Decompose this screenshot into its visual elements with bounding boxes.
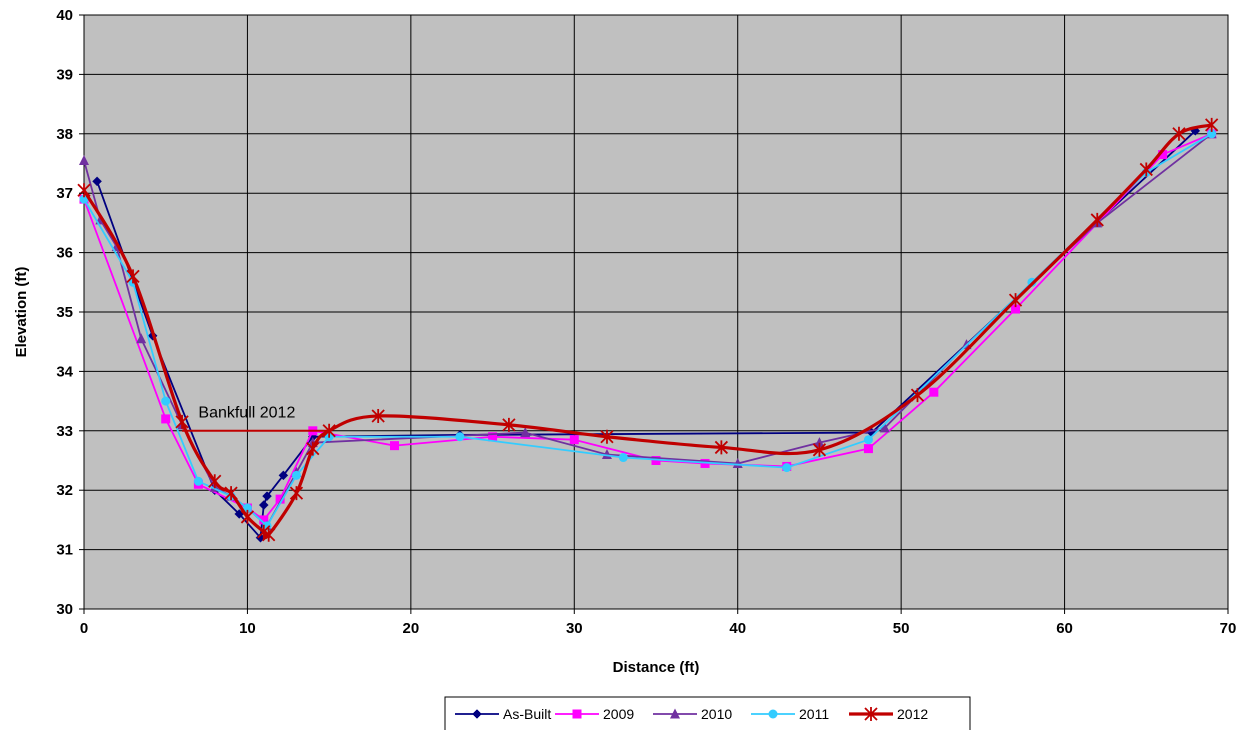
data-point-2009 — [1158, 150, 1168, 160]
data-point-as-built — [262, 491, 272, 501]
x-tick-label: 60 — [1056, 620, 1073, 637]
data-point-2012 — [910, 388, 925, 403]
data-point-2012 — [1090, 212, 1104, 227]
x-axis-title: Distance (ft) — [613, 659, 700, 676]
data-point-2011 — [618, 453, 628, 463]
bankfull-label: Bankfull 2012 — [198, 405, 295, 422]
legend-marker-2009 — [572, 709, 582, 719]
x-tick-label: 30 — [566, 620, 583, 637]
data-point-2012 — [126, 269, 140, 284]
x-tick-label: 20 — [403, 620, 420, 637]
data-point-2012 — [224, 486, 238, 501]
data-point-2012 — [371, 408, 385, 423]
y-axis-title: Elevation (ft) — [13, 267, 30, 358]
legend-marker-2011 — [768, 709, 778, 719]
data-point-2012 — [208, 474, 222, 489]
legend-marker-2012 — [864, 707, 878, 721]
data-point-2012 — [502, 417, 516, 432]
legend-label-2010: 2010 — [701, 706, 732, 722]
y-tick-label: 40 — [56, 7, 73, 24]
data-point-2012 — [1172, 126, 1186, 141]
x-tick-label: 40 — [729, 620, 746, 637]
legend-entry-2011: 2011 — [751, 706, 829, 722]
data-point-2009 — [863, 444, 873, 454]
data-point-2009 — [161, 414, 171, 424]
y-tick-label: 32 — [56, 482, 73, 499]
data-point-2009 — [929, 387, 939, 397]
data-point-as-built — [92, 176, 102, 187]
data-point-2012 — [306, 441, 320, 456]
data-point-2012 — [262, 527, 276, 542]
y-tick-label: 30 — [56, 601, 73, 618]
data-point-2012 — [1008, 293, 1023, 308]
data-point-2011 — [242, 503, 252, 513]
legend-label-2012: 2012 — [897, 706, 928, 722]
series-2012 — [77, 117, 1219, 542]
data-point-2012 — [1139, 162, 1153, 177]
x-tick-label: 0 — [80, 620, 88, 637]
data-point-2010 — [79, 155, 89, 166]
data-point-2009 — [488, 432, 498, 442]
data-point-as-built — [278, 470, 289, 481]
data-point-2010 — [879, 422, 890, 433]
x-tick-label: 50 — [893, 620, 910, 637]
data-point-2009 — [259, 515, 269, 525]
data-point-2009 — [1011, 304, 1021, 314]
legend-label-2009: 2009 — [603, 706, 634, 722]
y-tick-label: 33 — [56, 423, 73, 440]
data-point-2009 — [569, 435, 579, 445]
data-point-2010 — [814, 437, 825, 448]
y-tick-label: 34 — [56, 363, 73, 380]
y-tick-label: 38 — [56, 126, 73, 143]
legend-entry-2010: 2010 — [653, 706, 732, 722]
x-tick-label: 10 — [239, 620, 256, 637]
y-tick-label: 36 — [56, 245, 73, 262]
data-point-2012 — [175, 414, 189, 429]
data-point-2011 — [161, 396, 171, 406]
data-point-2012 — [1205, 117, 1219, 132]
data-point-2012 — [240, 509, 255, 524]
data-point-2012 — [714, 440, 729, 455]
legend-marker-2010 — [670, 708, 680, 719]
legend-entry-as-built: As-Built — [455, 706, 551, 722]
data-point-as-built — [258, 500, 269, 510]
legend: As-Built 2009 2010 2011 2012 — [444, 696, 971, 730]
data-point-2011 — [863, 435, 873, 445]
data-point-2009 — [275, 494, 285, 504]
y-tick-label: 39 — [56, 66, 73, 83]
y-tick-label: 37 — [56, 185, 73, 202]
series-line-2011 — [83, 133, 1213, 527]
data-point-2012 — [289, 486, 304, 501]
y-tick-label: 35 — [56, 304, 73, 321]
legend-label-2011: 2011 — [799, 706, 829, 722]
data-point-2011 — [1207, 129, 1217, 139]
legend-label-as-built: As-Built — [503, 706, 551, 722]
data-point-2011 — [193, 476, 203, 486]
data-point-2011 — [782, 463, 792, 473]
data-point-2011 — [291, 470, 301, 480]
legend-entry-2012: 2012 — [849, 706, 928, 722]
y-tick-label: 31 — [56, 542, 73, 559]
data-point-2012 — [322, 423, 336, 438]
data-point-2012 — [77, 183, 91, 198]
data-point-2012 — [600, 429, 614, 444]
x-tick-label: 70 — [1220, 620, 1237, 637]
data-point-2010 — [136, 333, 147, 344]
data-point-2011 — [455, 432, 465, 442]
data-point-2012 — [812, 442, 827, 457]
legend-entry-2009: 2009 — [555, 706, 634, 722]
data-point-2009 — [651, 456, 661, 465]
legend-marker-as-built — [472, 709, 482, 719]
data-point-2009 — [390, 441, 400, 451]
data-point-2010 — [520, 427, 531, 438]
